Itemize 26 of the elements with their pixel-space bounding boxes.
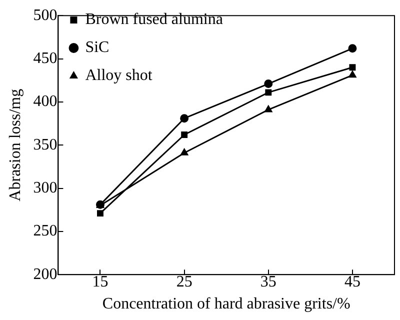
point: [264, 80, 273, 88]
x-tick-label: 45: [344, 273, 360, 290]
y-tick-label: 350: [33, 136, 58, 154]
y-tick-label: 500: [33, 6, 58, 24]
x-axis-title: Concentration of hard abrasive grits/%: [102, 296, 350, 313]
point: [180, 114, 189, 123]
y-tick-label: 400: [33, 93, 58, 110]
y-tick-label: 200: [33, 266, 58, 283]
point: [180, 148, 188, 156]
x-tick-label: 35: [260, 273, 276, 290]
y-tick-label: 450: [33, 50, 58, 67]
y-tick-label: 300: [33, 179, 58, 196]
y-axis-title: Abrasion loss/mg: [6, 88, 24, 202]
x-tick-label: 25: [176, 273, 192, 290]
legend-label: SiC: [85, 39, 110, 56]
point: [348, 70, 356, 78]
point: [264, 105, 272, 112]
legend-label: Alloy shot: [85, 67, 153, 84]
x-tick-label: 15: [92, 273, 108, 290]
legend-label: Brown fused alumina: [85, 11, 223, 28]
point: [181, 132, 188, 138]
point: [97, 210, 104, 217]
point: [348, 44, 357, 53]
point: [349, 64, 356, 71]
y-tick-label: 250: [33, 222, 58, 240]
point: [265, 89, 272, 96]
